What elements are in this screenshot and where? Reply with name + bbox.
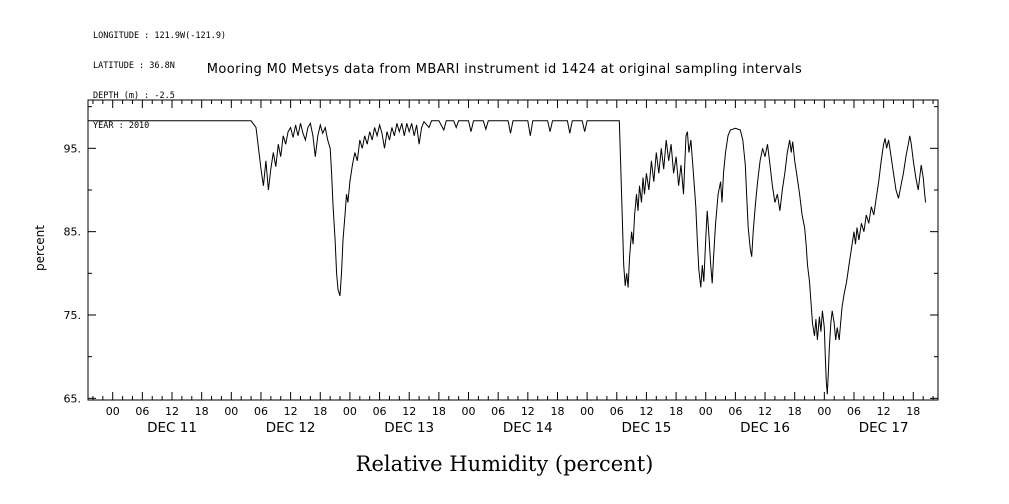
x-tick-label: 12: [758, 405, 772, 418]
x-tick-label: 18: [313, 405, 327, 418]
x-tick-label: 00: [699, 405, 713, 418]
x-day-label: DEC 13: [384, 420, 434, 436]
x-tick-label: 12: [402, 405, 416, 418]
x-tick-label: 06: [135, 405, 149, 418]
humidity-series-line: [88, 120, 927, 395]
x-tick-label: 12: [165, 405, 179, 418]
x-tick-label: 12: [521, 405, 535, 418]
x-axis-caption: Relative Humidity (percent): [355, 452, 654, 476]
x-tick-label: 06: [373, 405, 387, 418]
x-day-label: DEC 17: [859, 420, 909, 436]
x-tick-label: 06: [847, 405, 861, 418]
x-tick-label: 18: [195, 405, 209, 418]
metadata-year: YEAR : 2010: [93, 121, 150, 131]
chart-title: Mooring M0 Metsys data from MBARI instru…: [206, 62, 803, 77]
x-tick-label: 06: [610, 405, 624, 418]
y-tick-label: 65.: [64, 392, 82, 405]
y-tick-label: 95.: [64, 142, 82, 155]
y-axis-label: percent: [33, 225, 47, 271]
x-tick-label: 06: [254, 405, 268, 418]
x-tick-label: 00: [106, 405, 120, 418]
x-tick-label: 18: [550, 405, 564, 418]
x-day-label: DEC 14: [503, 420, 553, 436]
y-tick-label: 85.: [64, 226, 82, 239]
x-tick-label: 18: [432, 405, 446, 418]
y-tick-label: 75.: [64, 309, 82, 322]
x-tick-label: 12: [877, 405, 891, 418]
x-tick-label: 00: [224, 405, 238, 418]
x-tick-label: 06: [728, 405, 742, 418]
metadata-depth: DEPTH (m) : -2.5: [93, 91, 175, 101]
x-tick-label: 18: [906, 405, 920, 418]
metadata-block: LONGITUDE : 121.9W(-121.9) LATITUDE : 36…: [93, 11, 226, 151]
x-day-label: DEC 16: [740, 420, 790, 436]
x-day-label: DEC 11: [147, 420, 197, 436]
x-tick-label: 00: [462, 405, 476, 418]
x-tick-label: 06: [491, 405, 505, 418]
x-tick-label: 12: [639, 405, 653, 418]
x-day-label: DEC 12: [266, 420, 316, 436]
x-tick-label: 00: [580, 405, 594, 418]
x-tick-label: 18: [788, 405, 802, 418]
x-tick-label: 12: [284, 405, 298, 418]
x-day-label: DEC 15: [622, 420, 672, 436]
metadata-longitude: LONGITUDE : 121.9W(-121.9): [93, 31, 227, 41]
x-tick-label: 18: [669, 405, 683, 418]
metadata-latitude: LATITUDE : 36.8N: [93, 61, 175, 71]
x-tick-label: 00: [817, 405, 831, 418]
x-tick-label: 00: [343, 405, 357, 418]
